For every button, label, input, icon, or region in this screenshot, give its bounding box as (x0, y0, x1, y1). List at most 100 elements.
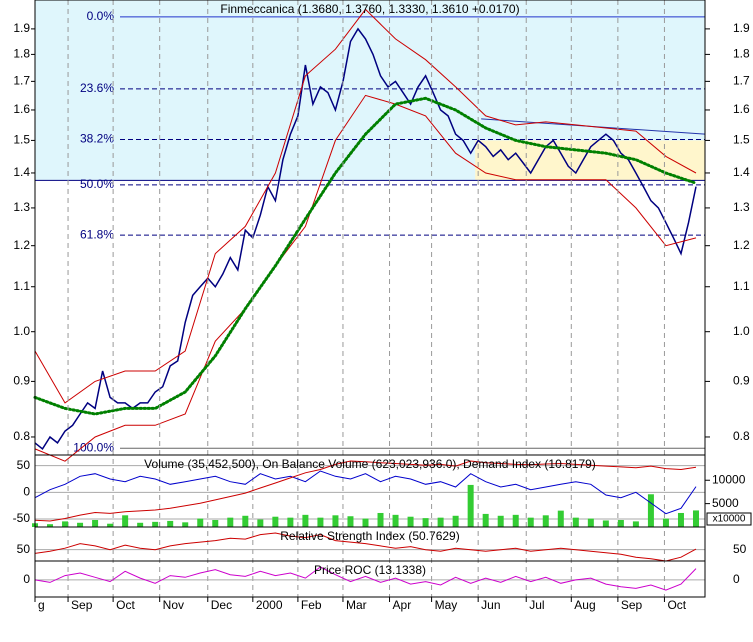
volume-bar (572, 517, 579, 527)
panel-title: Relative Strength Index (50.7629) (280, 529, 459, 543)
volume-bar (602, 520, 609, 527)
volume-bar (152, 521, 159, 527)
volume-bar (287, 517, 294, 527)
fib-label: 0.0% (87, 9, 115, 23)
y-tick-label: 1.7 (733, 74, 750, 88)
indicator-line (34, 532, 697, 562)
y-tick-label: 50 (17, 458, 31, 472)
volume-bar (377, 512, 384, 527)
x-tick-label: Jul (529, 598, 544, 612)
y-tick-label: 1.4 (733, 165, 750, 179)
indicator-line (34, 470, 697, 515)
y-tick-label: 1.2 (733, 238, 750, 252)
y-tick-label: 0.9 (13, 374, 30, 388)
volume-bar (332, 515, 339, 527)
y-tick-label: 0.8 (13, 429, 30, 443)
x-tick-label: Oct (116, 598, 135, 612)
volume-bar (692, 510, 699, 527)
unit-box (706, 512, 752, 526)
volume-bar (392, 514, 399, 527)
y2-tick-label: 10000 (712, 472, 746, 486)
y-tick-label: 1.7 (13, 74, 30, 88)
volume-bar (257, 519, 264, 527)
y-tick-label: 0 (733, 572, 740, 586)
moving-average (33, 96, 698, 416)
x-tick-label: g (38, 598, 45, 612)
y-tick-label: 1.9 (13, 21, 30, 35)
x-tick-label: Apr (393, 598, 412, 612)
volume-bar (47, 524, 54, 527)
volume-bar (632, 521, 639, 527)
volume-bar (482, 513, 489, 527)
x-tick-label: Dec (211, 598, 232, 612)
volume-bar (107, 523, 114, 527)
volume-bar (407, 516, 414, 527)
x-tick-label: 2000 (256, 598, 283, 612)
y2-tick-label: 5000 (712, 496, 739, 510)
y-tick-label: 0.9 (733, 374, 750, 388)
volume-bar (362, 518, 369, 527)
band-line (34, 8, 697, 404)
y-tick-label: 1.4 (13, 165, 30, 179)
x-tick-label: Oct (667, 598, 686, 612)
y-tick-label: 50 (733, 542, 747, 556)
volume-bar (62, 521, 69, 527)
chart-title: Finmeccanica (1.3680, 1.3760, 1.3330, 1.… (220, 2, 519, 16)
volume-bar (437, 517, 444, 527)
x-tick-label: Feb (301, 598, 322, 612)
y-tick-label: 1.3 (733, 200, 750, 214)
volume-bar (662, 518, 669, 527)
x-tick-label: Nov (163, 598, 184, 612)
fib-label: 38.2% (80, 132, 114, 146)
x-tick-label: Mar (346, 598, 367, 612)
volume-bar (122, 515, 129, 527)
fib-label: 50.0% (80, 177, 114, 191)
volume-bar (557, 510, 564, 527)
volume-bar (527, 517, 534, 527)
volume-bar (422, 518, 429, 527)
volume-bar (302, 514, 309, 527)
volume-bar (542, 515, 549, 527)
volume-bar (617, 519, 624, 527)
x-tick-label: Jun (481, 598, 500, 612)
x-tick-label: May (435, 598, 458, 612)
volume-bar (497, 515, 504, 527)
y-tick-label: 1.9 (733, 21, 750, 35)
volume-bar (182, 522, 189, 527)
volume-bar (272, 516, 279, 527)
volume-bar (242, 515, 249, 527)
volume-bar (647, 494, 654, 527)
x-tick-label: Sep (621, 598, 643, 612)
y-tick-label: 1.8 (13, 47, 30, 61)
y-tick-label: 1.2 (13, 238, 30, 252)
y-tick-label: 1.5 (13, 133, 30, 147)
fib-label: 23.6% (80, 81, 114, 95)
y-tick-label: 1.3 (13, 200, 30, 214)
indicator-line (34, 566, 697, 591)
price-line (34, 27, 697, 451)
volume-bar (137, 522, 144, 527)
x-tick-label: Sep (71, 598, 93, 612)
y-tick-label: 1.1 (13, 279, 30, 293)
volume-bar (347, 516, 354, 527)
y-tick-label: 1.5 (733, 133, 750, 147)
volume-bar (167, 520, 174, 527)
y-tick-label: 0.8 (733, 429, 750, 443)
volume-bar (317, 517, 324, 527)
y-tick-label: -50 (13, 511, 31, 525)
volume-bar (512, 514, 519, 527)
x-tick-label: Aug (574, 598, 595, 612)
band-line (34, 94, 697, 462)
volume-bar (677, 512, 684, 527)
y-tick-label: 1.6 (13, 102, 30, 116)
y-tick-label: 0 (23, 572, 30, 586)
y-tick-label: 50 (17, 542, 31, 556)
y-tick-label: 1.0 (13, 324, 30, 338)
volume-bar (452, 515, 459, 527)
volume-bar (227, 517, 234, 527)
volume-bar (467, 484, 474, 527)
panel-frame (34, 560, 706, 598)
volume-bar (77, 522, 84, 527)
fib-label: 61.8% (80, 227, 114, 241)
